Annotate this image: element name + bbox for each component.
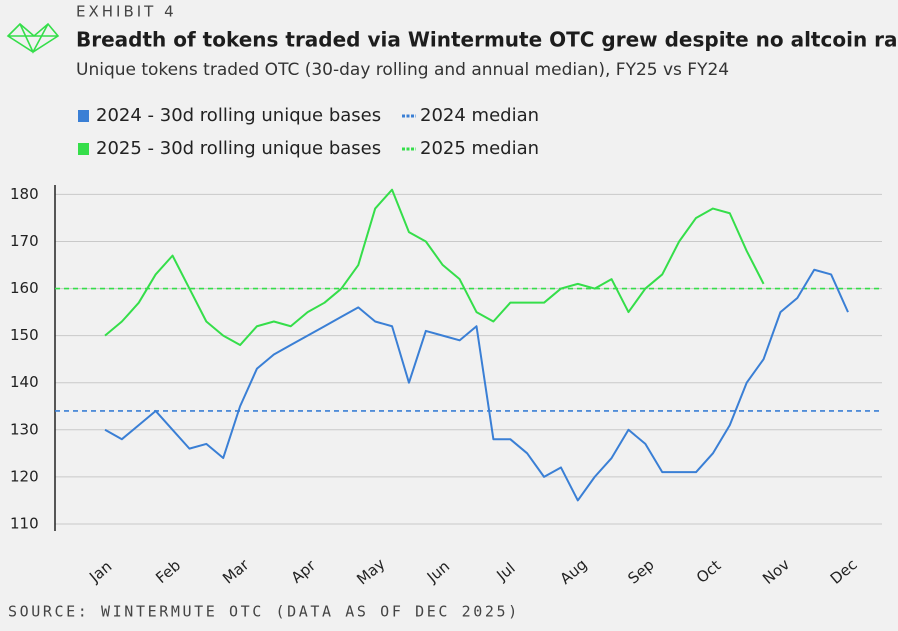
x-tick-label: Sep xyxy=(624,556,657,588)
exhibit: EXHIBIT 4 xyxy=(76,3,177,21)
x-tick-label: Oct xyxy=(693,556,725,587)
legend-label: 2025 median xyxy=(420,138,539,159)
legend-swatch xyxy=(78,110,89,122)
source: SOURCE: WINTERMUTE OTC (DATA AS OF DEC 2… xyxy=(8,603,520,621)
legend-swatch xyxy=(78,143,89,155)
x-tick-label: May xyxy=(353,555,388,589)
x-tick-label: Mar xyxy=(219,555,253,588)
y-tick-label: 120 xyxy=(10,467,39,485)
legend-label: 2024 - 30d rolling unique bases xyxy=(96,105,381,126)
y-tick-label: 130 xyxy=(10,420,39,438)
y-tick-label: 150 xyxy=(10,326,39,344)
y-tick-label: 180 xyxy=(10,185,39,203)
legend-label: 2024 median xyxy=(420,105,539,126)
x-tick-label: Jun xyxy=(423,557,453,586)
x-tick-label: Apr xyxy=(288,556,320,587)
y-tick-label: 160 xyxy=(10,279,39,297)
x-tick-label: Feb xyxy=(152,556,184,587)
x-tick-label: Jan xyxy=(85,557,115,586)
x-tick-label: Dec xyxy=(827,555,861,587)
x-tick-label: Jul xyxy=(492,559,518,585)
y-tick-label: 140 xyxy=(10,373,39,391)
subtitle: Unique tokens traded OTC (30-day rolling… xyxy=(76,60,729,80)
y-tick-label: 110 xyxy=(10,514,39,532)
chart-title: Breadth of tokens traded via Wintermute … xyxy=(76,28,898,52)
y-tick-label: 170 xyxy=(10,232,39,250)
x-tick-label: Nov xyxy=(759,555,793,588)
logo xyxy=(6,22,60,54)
x-tick-label: Aug xyxy=(556,555,590,588)
series-line xyxy=(104,188,765,347)
series-line xyxy=(104,268,849,502)
legend-label: 2025 - 30d rolling unique bases xyxy=(96,138,381,159)
